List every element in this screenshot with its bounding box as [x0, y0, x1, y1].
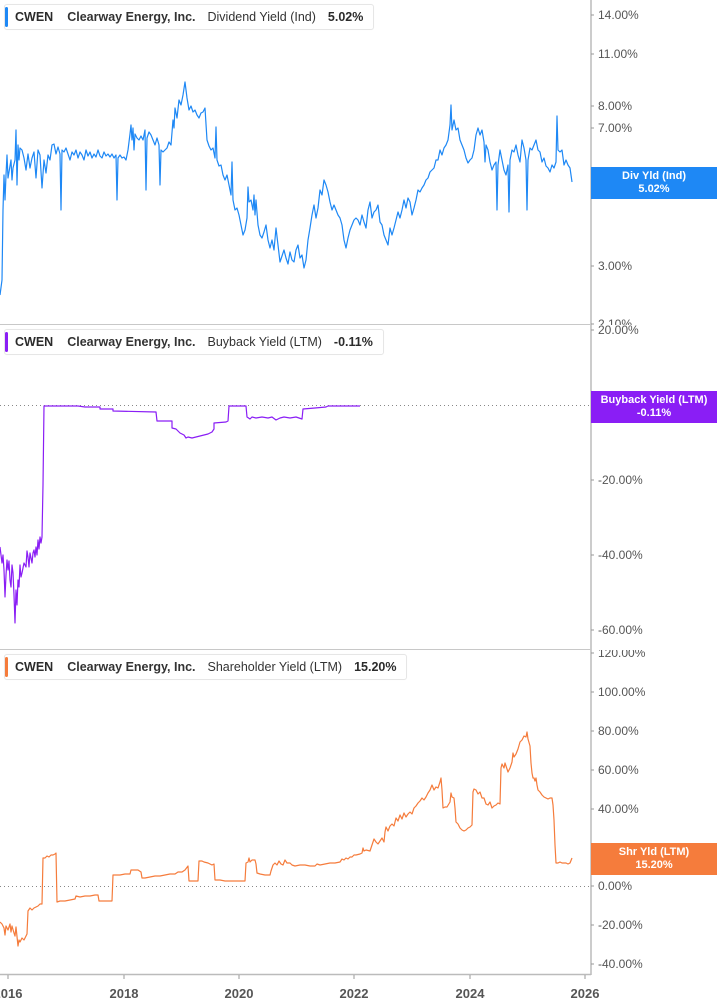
series-color-marker — [5, 332, 8, 352]
svg-text:-60.00%: -60.00% — [598, 623, 643, 637]
svg-text:-40.00%: -40.00% — [598, 957, 643, 971]
svg-text:2022: 2022 — [340, 986, 369, 1001]
shareholder-yield-panel: 120.00% 100.00% 80.00% 60.00% 40.00% 0.0… — [0, 650, 717, 1005]
badge-label: Buyback Yield (LTM) — [600, 394, 708, 406]
svg-text:2018: 2018 — [110, 986, 139, 1001]
svg-text:3.00%: 3.00% — [598, 259, 632, 273]
svg-text:11.00%: 11.00% — [598, 47, 638, 61]
legend-company: Clearway Energy, Inc. — [67, 335, 196, 349]
legend-company: Clearway Energy, Inc. — [67, 660, 196, 674]
legend-company: Clearway Energy, Inc. — [67, 10, 196, 24]
svg-text:20.00%: 20.00% — [598, 325, 639, 337]
dividend-yield-value-badge: Div Yld (Ind) 5.02% — [591, 167, 717, 199]
x-axis: 2016 2018 2020 2022 2024 2026 — [0, 975, 599, 1001]
svg-text:120.00%: 120.00% — [598, 650, 646, 660]
buyback-yield-panel: 20.00% -20.00% -40.00% -60.00% CWEN Clea… — [0, 325, 717, 650]
svg-text:8.00%: 8.00% — [598, 99, 632, 113]
badge-value: 5.02% — [638, 183, 670, 195]
shareholder-yield-value-badge: Shr Yld (LTM) 15.20% — [591, 843, 717, 875]
svg-text:-20.00%: -20.00% — [598, 918, 643, 932]
dividend-yield-line — [0, 81, 573, 296]
svg-text:2026: 2026 — [571, 986, 600, 1001]
dividend-yield-chart: 14.00% 11.00% 8.00% 7.00% 5.00% 3.00% 2.… — [0, 0, 639, 325]
legend-value: -0.11% — [333, 335, 373, 349]
legend-ticker: CWEN — [15, 10, 54, 24]
buyback-yield-line — [0, 405, 360, 624]
legend-ticker: CWEN — [15, 335, 54, 349]
legend-metric: Dividend Yield (Ind) — [207, 10, 316, 24]
svg-text:2024: 2024 — [456, 986, 486, 1001]
y-axis-buyback: 20.00% -20.00% -40.00% -60.00% — [591, 325, 643, 637]
svg-text:0.00%: 0.00% — [598, 879, 632, 893]
svg-text:2.10%: 2.10% — [598, 317, 632, 325]
svg-text:80.00%: 80.00% — [598, 724, 639, 738]
dividend-yield-legend[interactable]: CWEN Clearway Energy, Inc. Dividend Yiel… — [4, 4, 375, 30]
svg-text:7.00%: 7.00% — [598, 121, 632, 135]
svg-text:40.00%: 40.00% — [598, 802, 639, 816]
svg-text:2020: 2020 — [225, 986, 254, 1001]
badge-label: Shr Yld (LTM) — [618, 846, 690, 858]
series-color-marker — [5, 7, 8, 27]
svg-text:100.00%: 100.00% — [598, 685, 646, 699]
svg-text:2016: 2016 — [0, 986, 22, 1001]
legend-value: 5.02% — [327, 10, 364, 24]
svg-text:-40.00%: -40.00% — [598, 548, 643, 562]
buyback-yield-value-badge: Buyback Yield (LTM) -0.11% — [591, 391, 717, 423]
shareholder-yield-legend[interactable]: CWEN Clearway Energy, Inc. Shareholder Y… — [4, 654, 408, 680]
badge-label: Div Yld (Ind) — [622, 170, 686, 182]
legend-value: 15.20% — [354, 660, 397, 674]
buyback-yield-chart: 20.00% -20.00% -40.00% -60.00% — [0, 325, 643, 650]
legend-ticker: CWEN — [15, 660, 54, 674]
legend-metric: Shareholder Yield (LTM) — [207, 660, 343, 674]
legend-metric: Buyback Yield (LTM) — [207, 335, 322, 349]
shareholder-yield-line — [0, 731, 573, 947]
badge-value: -0.11% — [636, 407, 672, 419]
y-axis-shareholder: 120.00% 100.00% 80.00% 60.00% 40.00% 0.0… — [591, 650, 646, 971]
svg-text:-20.00%: -20.00% — [598, 473, 643, 487]
svg-text:14.00%: 14.00% — [598, 8, 639, 22]
buyback-yield-legend[interactable]: CWEN Clearway Energy, Inc. Buyback Yield… — [4, 329, 384, 355]
series-color-marker — [5, 657, 8, 677]
svg-text:60.00%: 60.00% — [598, 763, 639, 777]
badge-value: 15.20% — [635, 859, 673, 871]
dividend-yield-panel: 14.00% 11.00% 8.00% 7.00% 5.00% 3.00% 2.… — [0, 0, 717, 325]
shareholder-yield-chart: 120.00% 100.00% 80.00% 60.00% 40.00% 0.0… — [0, 650, 646, 1001]
